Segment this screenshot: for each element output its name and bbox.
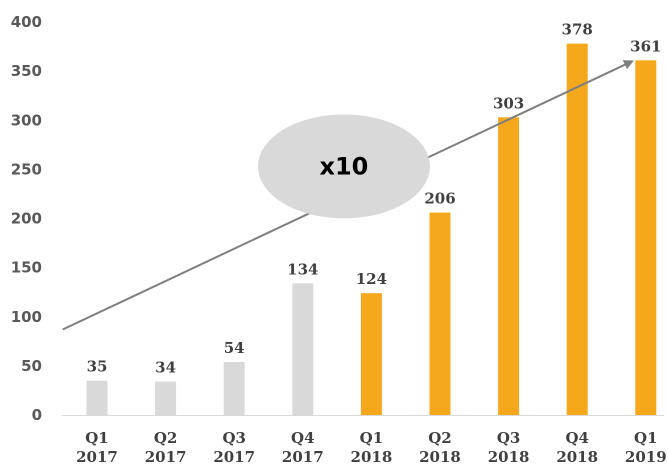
bar-value-label: 206 — [424, 190, 455, 208]
bar — [223, 361, 245, 415]
x-tick-label: Q4 2018 — [556, 429, 598, 466]
bar-value-label: 34 — [155, 359, 176, 377]
y-tick-label: 150 — [11, 259, 42, 277]
y-axis: 0 50 100 150 200 250 300 350 400 — [11, 13, 42, 424]
bar — [635, 60, 657, 415]
x-tick-label: Q2 2018 — [419, 429, 461, 466]
bar-value-label: 361 — [630, 37, 661, 55]
bar-value-label: 35 — [87, 358, 108, 376]
x-tick-label: Q1 2018 — [351, 429, 393, 466]
bar — [566, 43, 588, 416]
y-tick-label: 350 — [11, 62, 42, 80]
bar — [155, 381, 177, 415]
x-tick-label: Q3 2018 — [488, 429, 530, 466]
bars — [86, 43, 657, 416]
data-labels: 35 34 54 134 124 206 303 378 361 — [87, 21, 662, 377]
growth-badge — [257, 114, 430, 219]
x-tick-label: Q4 2017 — [282, 429, 324, 466]
y-tick-label: 250 — [11, 160, 42, 178]
bar-value-label: 124 — [356, 270, 387, 288]
bar-value-label: 134 — [287, 260, 318, 278]
y-tick-label: 0 — [32, 406, 42, 424]
x-tick-label: Q3 2017 — [213, 429, 255, 466]
bar-value-label: 54 — [224, 339, 245, 357]
y-tick-label: 300 — [11, 111, 42, 129]
bar — [86, 380, 108, 415]
x-axis: Q1 2017 Q2 2017 Q3 2017 Q4 2017 Q1 2018 Q2 2018 Q3 20… — [76, 429, 667, 466]
x-tick-label: Q2 2017 — [145, 429, 187, 466]
y-tick-label: 50 — [21, 357, 42, 375]
bar-value-label: 378 — [562, 21, 593, 39]
y-tick-label: 400 — [11, 13, 42, 31]
bar-value-label: 303 — [493, 94, 524, 112]
growth-badge-label: x10 — [320, 152, 369, 180]
y-tick-label: 200 — [11, 210, 42, 228]
bar — [498, 117, 520, 416]
bar — [360, 293, 382, 415]
bar — [429, 212, 451, 415]
x-tick-label: Q1 2017 — [76, 429, 118, 466]
y-tick-label: 100 — [11, 308, 42, 326]
x-tick-label: Q1 2019 — [625, 429, 667, 466]
bar — [292, 283, 314, 415]
